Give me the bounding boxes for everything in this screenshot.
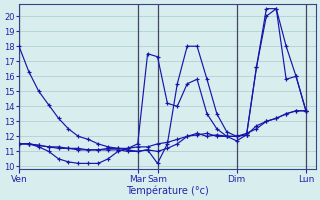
X-axis label: Température (°c): Température (°c) [126,185,209,196]
